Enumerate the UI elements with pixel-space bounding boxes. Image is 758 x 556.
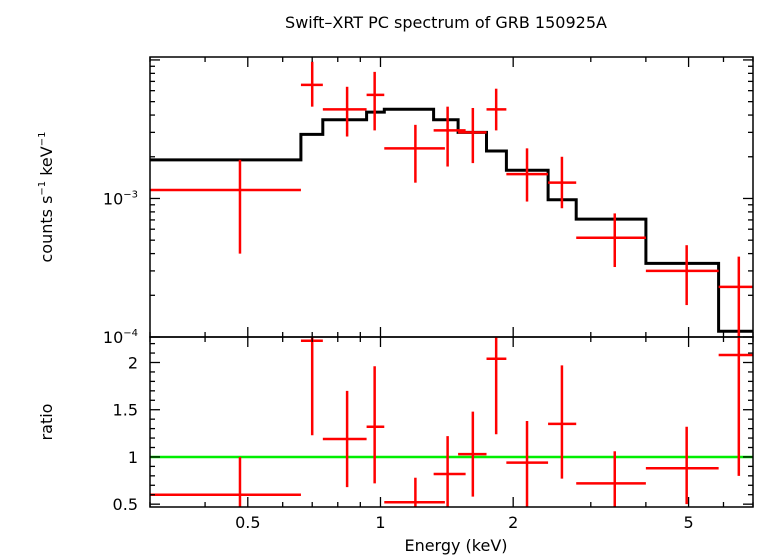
spectrum-point-8 xyxy=(486,88,507,131)
top-data-layer xyxy=(150,61,753,337)
ratio-point-5 xyxy=(384,477,445,507)
spectrum-point-7 xyxy=(458,107,487,164)
spectrum-point-11 xyxy=(576,213,646,268)
spectrum-point-1 xyxy=(150,159,301,254)
ratio-point-12 xyxy=(645,426,719,505)
top-ylabel-sup2: −1 xyxy=(37,132,48,147)
spectrum-point-13 xyxy=(718,256,753,337)
bottom-frame xyxy=(149,336,754,508)
svg-text:counts s−1 keV−1: counts s−1 keV−1 xyxy=(37,132,56,263)
y-tick-label: 0.5 xyxy=(113,495,138,514)
top-ylabel-sup1: −1 xyxy=(37,181,48,196)
bottom-panel: 0.5 1 2 5 0.5 1 1.5 2 xyxy=(113,336,754,532)
top-ylabel-main: counts s xyxy=(37,196,56,263)
spectrum-point-10 xyxy=(548,156,577,209)
x-tick-label: 0.5 xyxy=(235,513,260,532)
ratio-point-7 xyxy=(458,411,487,497)
y-tick-label: 1 xyxy=(128,448,138,467)
y-tick-label: 2 xyxy=(128,354,138,373)
spectrum-point-3 xyxy=(322,86,367,137)
top-ylabel-mid: keV xyxy=(37,146,56,181)
spectrum-point-6 xyxy=(433,106,466,167)
ratio-point-3 xyxy=(322,390,367,488)
ratio-point-4 xyxy=(366,366,385,484)
spectrum-point-2 xyxy=(300,61,323,107)
ratio-point-10 xyxy=(548,365,577,479)
top-ylabel: counts s−1 keV−1 xyxy=(37,132,56,263)
x-tick-label: 2 xyxy=(508,513,518,532)
y-tick-label: 10−4 xyxy=(103,328,138,347)
spectrum-point-9 xyxy=(506,148,549,202)
top-panel: 10−3 10−4 xyxy=(103,56,754,347)
y-tick-label: 1.5 xyxy=(113,401,138,420)
ratio-point-1 xyxy=(150,456,301,507)
chart-title: Swift–XRT PC spectrum of GRB 150925A xyxy=(285,13,607,32)
top-ticks-layer: 10−3 10−4 xyxy=(103,57,754,347)
ratio-point-2 xyxy=(300,337,323,436)
spectrum-point-4 xyxy=(366,71,385,131)
ratio-point-13 xyxy=(718,337,753,476)
x-tick-label: 5 xyxy=(683,513,693,532)
x-tick-label: 1 xyxy=(375,513,385,532)
bottom-ylabel: ratio xyxy=(37,404,56,441)
ratio-point-11 xyxy=(576,451,646,507)
spectrum-point-5 xyxy=(384,124,445,183)
spectrum-point-12 xyxy=(645,245,719,306)
x-axis-label: Energy (keV) xyxy=(404,536,507,555)
ratio-point-8 xyxy=(486,337,507,435)
ratio-point-9 xyxy=(506,421,549,507)
ratio-point-6 xyxy=(433,436,466,507)
y-tick-label: 10−3 xyxy=(103,189,138,208)
bottom-data-layer xyxy=(150,337,753,507)
